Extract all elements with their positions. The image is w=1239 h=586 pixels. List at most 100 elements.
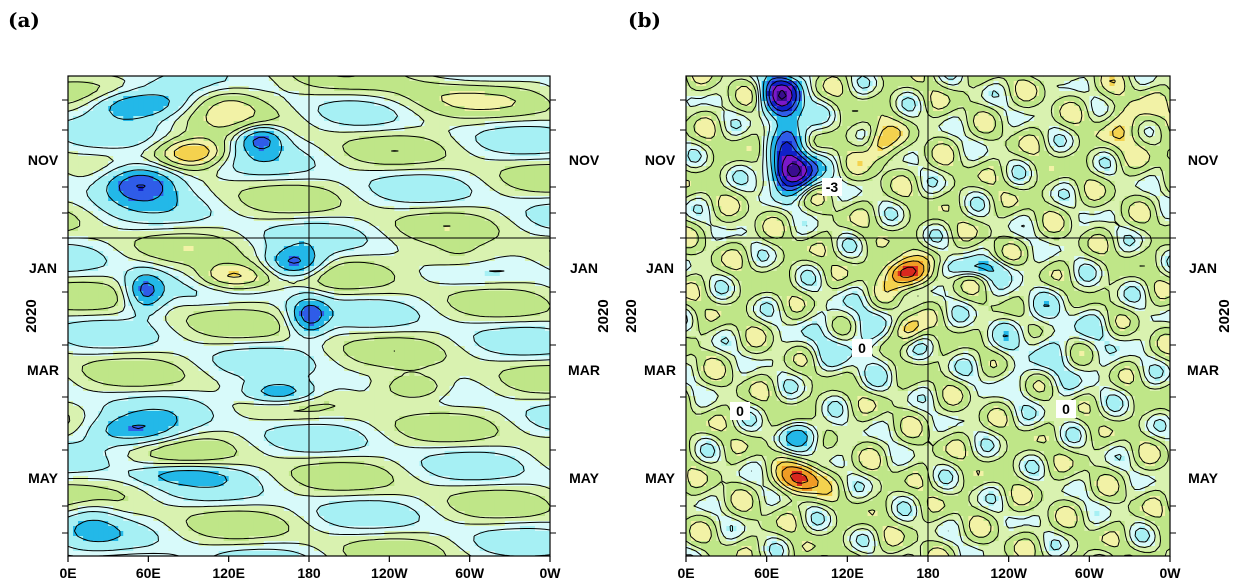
heatmap-cell [113,96,119,102]
heatmap-cell [484,206,491,212]
heatmap-cell [379,166,385,172]
heatmap-cell [359,331,365,337]
heatmap-cell [464,326,471,332]
heatmap-cell [273,131,280,137]
heatmap-cell [258,316,265,322]
heatmap-cell [529,301,536,307]
heatmap-cell [133,166,139,172]
heatmap-cell [108,251,114,257]
heatmap-cell [108,201,114,207]
heatmap-cell [83,271,89,277]
heatmap-cell [334,216,340,222]
heatmap-cell [168,276,175,282]
heatmap-cell [208,311,215,317]
heatmap-cell [248,266,255,272]
heatmap-cell [394,146,400,152]
heatmap-cell [404,141,411,147]
heatmap-cell [504,321,511,327]
heatmap-cell [113,281,119,287]
heatmap-cell [449,151,456,157]
heatmap-cell [118,316,124,322]
heatmap-cell [258,131,265,137]
heatmap-cell [409,106,416,112]
heatmap-cell [399,101,405,107]
heatmap-cell [389,141,395,147]
heatmap-cell [198,181,205,187]
heatmap-cell [324,186,330,192]
heatmap-cell [253,316,260,322]
heatmap-cell [183,306,190,312]
heatmap-cell [243,231,250,237]
heatmap-cell [479,116,486,122]
heatmap-cell [484,76,491,82]
heatmap-cell [173,211,180,217]
heatmap-cell [213,256,220,262]
heatmap-cell [309,131,315,137]
heatmap-cell [359,261,365,267]
heatmap-cell [479,196,486,202]
heatmap-cell [439,276,446,282]
heatmap-cell [504,121,511,127]
heatmap-cell [88,146,94,152]
heatmap-cell [178,156,185,162]
heatmap-cell [334,126,340,132]
heatmap-cell [494,111,501,117]
heatmap-cell [78,156,84,162]
heatmap-cell [268,156,275,162]
heatmap-cell [278,111,285,117]
heatmap-cell [449,141,456,147]
heatmap-cell [208,151,215,157]
heatmap-cell [208,251,215,257]
heatmap-cell [459,151,466,157]
heatmap-cell [514,116,521,122]
heatmap-cell [539,296,546,302]
heatmap-cell [263,181,270,187]
heatmap-cell [88,166,94,172]
heatmap-cell [444,106,451,112]
heatmap-cell [464,291,471,297]
heatmap-cell [173,281,180,287]
heatmap-cell [424,171,431,177]
heatmap-cell [339,101,345,107]
heatmap-cell [544,206,550,212]
heatmap-cell [374,331,380,337]
heatmap-cell [449,171,456,177]
heatmap-cell [474,241,481,247]
heatmap-cell [133,231,139,237]
heatmap-cell [253,221,260,227]
heatmap-cell [163,91,170,97]
heatmap-cell [173,251,180,257]
heatmap-cell [138,206,144,212]
heatmap-cell [258,181,265,187]
heatmap-cell [243,216,250,222]
heatmap-cell [534,231,541,237]
heatmap-cell [213,126,220,132]
heatmap-cell [68,86,74,92]
heatmap-cell [534,206,541,212]
heatmap-cell [339,161,345,167]
heatmap-cell [198,241,205,247]
heatmap-cell [464,116,471,122]
heatmap-cell [168,301,175,307]
heatmap-cell [298,196,305,202]
heatmap-cell [384,241,390,247]
heatmap-cell [223,276,230,282]
heatmap-cell [314,226,320,232]
heatmap-cell [444,301,451,307]
heatmap-cell [208,236,215,242]
heatmap-cell [158,81,164,87]
heatmap-cell [83,251,89,257]
heatmap-cell [203,81,210,87]
heatmap-cell [404,211,411,217]
heatmap-cell [504,221,511,227]
heatmap-cell [314,141,320,147]
heatmap-cell [278,266,285,272]
heatmap-cell [288,151,295,157]
heatmap-cell [108,216,114,222]
heatmap-cell [303,121,310,127]
heatmap-cell [464,231,471,237]
heatmap-cell [489,231,496,237]
heatmap-cell [479,241,486,247]
heatmap-cell [103,286,109,292]
heatmap-cell [238,171,245,177]
